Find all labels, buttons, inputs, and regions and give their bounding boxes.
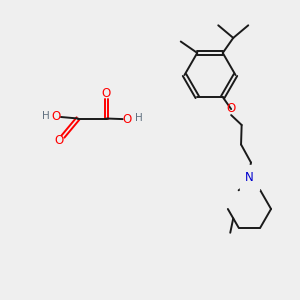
Text: O: O [226,102,236,115]
Text: H: H [135,113,142,123]
Text: O: O [54,134,63,148]
Text: O: O [123,112,132,126]
Text: N: N [245,171,254,184]
Text: H: H [42,111,50,121]
Text: O: O [102,86,111,100]
Text: O: O [52,110,61,124]
